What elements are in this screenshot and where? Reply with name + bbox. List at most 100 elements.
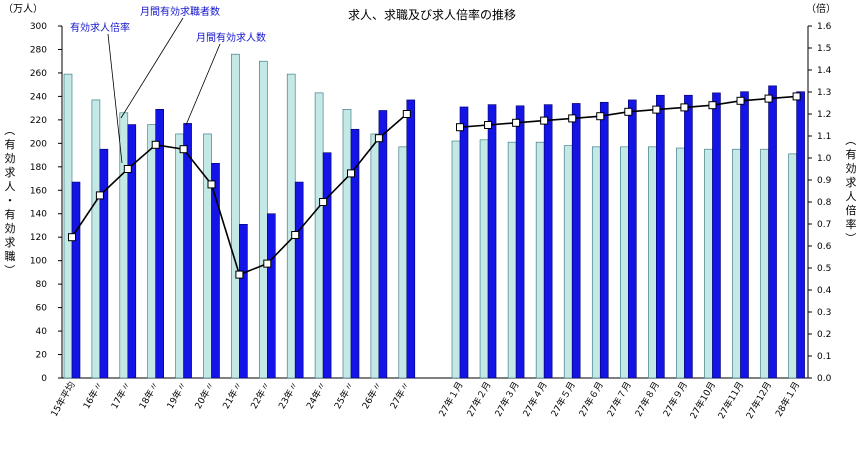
job-offers-bar bbox=[684, 94, 693, 379]
ratio-point bbox=[708, 101, 717, 110]
x-tick-label: 21年〃 bbox=[220, 380, 245, 412]
right-tick-label: 1.6 bbox=[817, 22, 832, 32]
x-tick-label: 27年６月 bbox=[576, 380, 606, 419]
x-tick-label: 27年２月 bbox=[464, 380, 494, 419]
x-tick-label: 19年〃 bbox=[164, 380, 189, 412]
job-offers-bar bbox=[322, 152, 332, 379]
job-seekers-bar bbox=[479, 139, 489, 379]
right-tick-label: 0.1 bbox=[817, 352, 831, 362]
right-tick-label: 0.3 bbox=[817, 308, 831, 318]
job-seekers-bar bbox=[451, 140, 461, 379]
ratio-point bbox=[792, 92, 801, 101]
job-offers-bar bbox=[487, 104, 497, 379]
left-tick-label: 240 bbox=[30, 92, 47, 102]
job-offers-bar bbox=[459, 106, 469, 379]
left-axis-title-char: 人 bbox=[5, 180, 16, 193]
ratio-point bbox=[207, 180, 216, 189]
job-offers-bar bbox=[71, 181, 81, 379]
job-seekers-bar bbox=[147, 124, 156, 379]
left-unit-label: （万人） bbox=[3, 3, 43, 15]
chart-title: 求人、求職及び求人倍率の推移 bbox=[348, 7, 516, 22]
left-axis-title-char: 効 bbox=[5, 221, 16, 235]
job-offers-bar bbox=[378, 110, 388, 379]
left-tick-label: 280 bbox=[30, 45, 47, 55]
annotation-job-offers-leader bbox=[185, 43, 221, 126]
ratio-point bbox=[652, 105, 661, 114]
job-offers-bar bbox=[768, 85, 777, 379]
left-tick-label: 300 bbox=[30, 22, 47, 32]
right-tick-label: 1.0 bbox=[817, 154, 832, 164]
ratio-point bbox=[402, 110, 411, 118]
left-axis-title-char: ・ bbox=[5, 194, 16, 207]
x-tick-label: 27年８月 bbox=[632, 380, 662, 419]
left-tick-label: 260 bbox=[30, 69, 47, 79]
right-tick-label: 1.4 bbox=[817, 66, 832, 76]
left-tick-label: 160 bbox=[30, 186, 47, 196]
ratio-point bbox=[235, 270, 244, 279]
right-tick-label: 0.2 bbox=[817, 330, 831, 340]
job-offers-bar bbox=[406, 99, 416, 379]
ratio-point bbox=[764, 94, 773, 103]
right-axis-title-char: 求 bbox=[846, 176, 857, 189]
job-offers-bar bbox=[183, 123, 192, 379]
annotation-ratio: 有効求人倍率 bbox=[70, 21, 130, 34]
job-offers-bar bbox=[599, 101, 609, 379]
x-tick-label: 15年平均 bbox=[48, 380, 78, 419]
right-tick-label: 1.2 bbox=[817, 110, 831, 120]
left-axis-title-char: 求 bbox=[5, 236, 16, 249]
job-offers-bar bbox=[294, 181, 304, 379]
left-tick-label: 180 bbox=[30, 163, 47, 173]
job-seekers-bar bbox=[175, 133, 184, 379]
job-seekers-bar bbox=[203, 133, 212, 379]
left-tick-label: 40 bbox=[36, 327, 48, 337]
right-tick-label: 0.8 bbox=[817, 198, 832, 208]
job-seekers-bar bbox=[91, 99, 101, 379]
job-offers-bar bbox=[740, 91, 749, 379]
job-seekers-bar bbox=[619, 146, 629, 379]
x-tick-label: 16年〃 bbox=[80, 380, 105, 412]
x-tick-label: 27年７月 bbox=[604, 380, 634, 419]
job-offers-bar bbox=[350, 128, 360, 379]
left-tick-label: 200 bbox=[30, 139, 47, 149]
right-axis-title-char: 有 bbox=[846, 147, 857, 161]
ratio-point bbox=[347, 169, 355, 178]
ratio-point bbox=[540, 116, 549, 125]
x-tick-label: 28年１月 bbox=[773, 380, 803, 419]
left-tick-label: 220 bbox=[30, 116, 47, 126]
x-tick-label: 24年〃 bbox=[304, 380, 329, 412]
ratio-point bbox=[680, 103, 689, 112]
ratio-point bbox=[263, 259, 272, 268]
left-tick-label: 100 bbox=[30, 257, 47, 267]
x-tick-label: 27年12月 bbox=[743, 380, 774, 421]
left-tick-label: 0 bbox=[41, 374, 47, 384]
left-axis-title-char: 効 bbox=[5, 151, 16, 165]
ratio-point bbox=[568, 114, 577, 123]
right-axis-title-char: 効 bbox=[846, 161, 857, 175]
job-offers-bar bbox=[515, 105, 525, 379]
right-axis-title-char: 倍 bbox=[846, 203, 857, 217]
right-axis-title-char: 率 bbox=[846, 217, 857, 231]
job-offers-bar bbox=[656, 94, 665, 379]
x-tick-label: 23年〃 bbox=[276, 380, 301, 412]
job-seekers-bar bbox=[563, 145, 573, 379]
right-tick-label: 0.0 bbox=[817, 374, 832, 384]
right-tick-label: 0.5 bbox=[817, 264, 831, 274]
job-seekers-bar bbox=[231, 53, 240, 379]
ratio-point bbox=[95, 191, 104, 200]
job-seekers-bar bbox=[342, 109, 352, 379]
ratio-point bbox=[596, 112, 605, 121]
job-offers-bar bbox=[796, 91, 805, 379]
x-tick-label: 22年〃 bbox=[248, 380, 273, 412]
x-tick-label: 27年９月 bbox=[660, 380, 690, 419]
ratio-point bbox=[179, 145, 188, 154]
job-seekers-bar bbox=[258, 60, 268, 379]
right-tick-label: 0.4 bbox=[817, 286, 832, 296]
job-seekers-bar bbox=[648, 146, 657, 379]
job-seekers-bar bbox=[507, 141, 517, 379]
job-offers-bar bbox=[543, 104, 553, 379]
job-seekers-bar bbox=[63, 73, 73, 379]
job-offers-bar bbox=[712, 92, 721, 379]
